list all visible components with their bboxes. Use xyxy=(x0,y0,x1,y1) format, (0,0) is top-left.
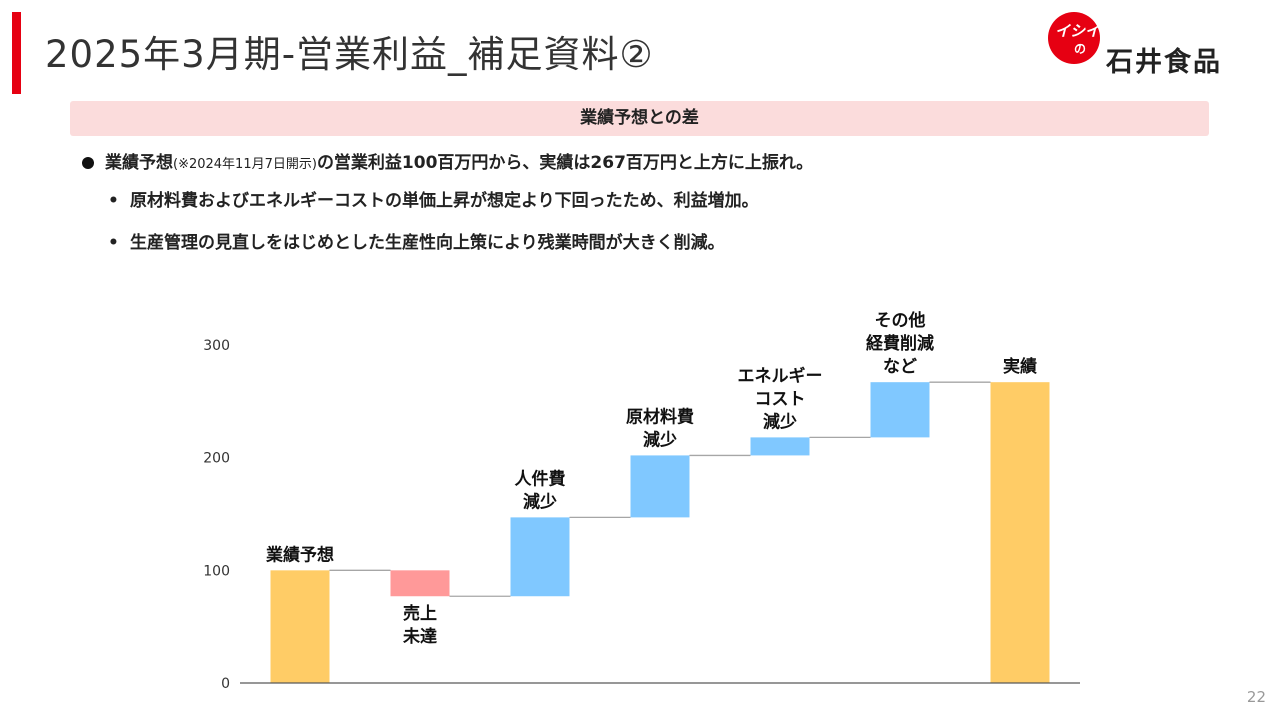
bullet-sub-text: 原材料費およびエネルギーコストの単価上昇が想定より下回ったため、利益増加。 xyxy=(130,191,759,211)
bullet-sub-2: • 生産管理の見直しをはじめとした生産性向上策により残業時間が大きく削減。 xyxy=(80,224,1200,262)
bar-total xyxy=(270,570,330,683)
y-tick-label: 100 xyxy=(203,563,230,579)
bullet-sub-text: 生産管理の見直しをはじめとした生産性向上策により残業時間が大きく削減。 xyxy=(130,233,725,253)
category-label: 売上未達 xyxy=(402,603,437,647)
bullet-dot-icon xyxy=(82,157,94,169)
category-label: 業績予想 xyxy=(266,544,334,565)
y-tick-label: 200 xyxy=(203,451,230,467)
category-label: 原材料費減少 xyxy=(626,406,694,450)
company-logo: イシイ の 石井食品 xyxy=(1048,12,1268,78)
section-header: 業績予想との差 xyxy=(70,101,1209,136)
bar-increase xyxy=(750,437,810,456)
bullet-main-note: (※2024年11月7日開示) xyxy=(173,157,317,172)
category-label: その他経費削減など xyxy=(866,310,934,377)
bullet-list: 業績予想(※2024年11月7日開示)の営業利益100百万円から、実績は267百… xyxy=(80,148,1200,262)
bullet-main: 業績予想(※2024年11月7日開示)の営業利益100百万円から、実績は267百… xyxy=(80,148,1200,178)
bar-increase xyxy=(870,382,930,438)
title-accent-bar xyxy=(12,12,21,94)
page-title: 2025年3月期-営業利益_補足資料② xyxy=(45,33,654,76)
logo-mark: イシイ の xyxy=(1048,12,1100,64)
bar-increase xyxy=(510,517,570,597)
bullet-main-text: 業績予想(※2024年11月7日開示)の営業利益100百万円から、実績は267百… xyxy=(105,148,813,180)
y-tick-label: 300 xyxy=(203,338,230,354)
logo-mark-text: イシイ xyxy=(1055,22,1101,40)
category-label: 人件費減少 xyxy=(515,468,566,512)
bar-decrease xyxy=(390,570,450,597)
logo-mark-sub: の xyxy=(1074,42,1087,56)
category-label: エネルギーコスト減少 xyxy=(738,366,823,432)
bullet-main-lead: 業績予想 xyxy=(105,153,173,173)
bar-total xyxy=(990,382,1050,683)
bullet-sub-marker: • xyxy=(108,233,119,253)
bullet-sub-marker: • xyxy=(108,191,119,211)
y-tick-label: 0 xyxy=(221,676,230,692)
page-number: 22 xyxy=(1246,688,1266,706)
category-label: 実績 xyxy=(1003,356,1037,377)
bullet-main-rest: の営業利益100百万円から、実績は267百万円と上方に上振れ。 xyxy=(316,153,814,173)
bullet-sub-1: • 原材料費およびエネルギーコストの単価上昇が想定より下回ったため、利益増加。 xyxy=(80,182,1200,220)
bar-increase xyxy=(630,455,690,518)
logo-company-name: 石井食品 xyxy=(1106,47,1222,78)
